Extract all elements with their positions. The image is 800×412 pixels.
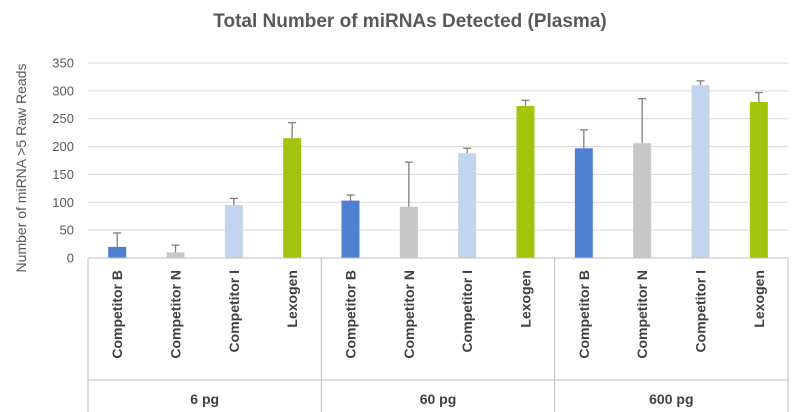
category-label: Competitor I <box>226 270 242 352</box>
bar <box>633 143 652 258</box>
category-label: Competitor N <box>168 270 184 359</box>
bar <box>691 85 710 259</box>
y-tick-label: 0 <box>67 251 74 266</box>
category-label: Competitor I <box>459 270 475 352</box>
category-label: Competitor N <box>634 270 650 359</box>
y-tick-label: 100 <box>52 195 74 210</box>
bar <box>399 206 418 258</box>
category-label: Competitor B <box>109 270 125 359</box>
bar <box>749 102 768 258</box>
category-label: Lexogen <box>284 270 300 328</box>
y-axis-ticks: 0 50 100 150 200 250 300 350 <box>52 56 74 266</box>
y-tick-label: 300 <box>52 83 74 98</box>
category-label: Competitor I <box>693 270 709 352</box>
category-label: Lexogen <box>751 270 767 328</box>
group-label: 600 pg <box>649 391 693 407</box>
category-label: Competitor B <box>343 270 359 359</box>
x-axis <box>87 257 789 412</box>
y-axis-label: Number of miRNA >5 Raw Reads <box>13 64 29 273</box>
bar <box>283 138 302 258</box>
y-tick-label: 50 <box>60 223 74 238</box>
chart-title: Total Number of miRNAs Detected (Plasma) <box>213 11 606 32</box>
y-tick-label: 350 <box>52 56 74 71</box>
bar <box>166 252 185 258</box>
bars <box>108 80 768 259</box>
bar <box>516 105 535 259</box>
y-tick-label: 200 <box>52 139 74 154</box>
category-label: Competitor B <box>576 270 592 359</box>
bar <box>224 205 243 258</box>
category-label: Lexogen <box>518 270 534 328</box>
category-label: Competitor N <box>401 270 417 359</box>
bar <box>458 153 477 258</box>
gridlines <box>88 62 788 231</box>
y-tick-label: 150 <box>52 167 74 182</box>
bar <box>341 200 360 258</box>
group-label: 6 pg <box>190 391 219 407</box>
bar <box>574 148 593 258</box>
category-labels: Competitor B Competitor N Competitor I Lexo… <box>109 270 767 407</box>
y-tick-label: 250 <box>52 111 74 126</box>
group-label: 60 pg <box>420 391 457 407</box>
bar <box>108 246 127 258</box>
